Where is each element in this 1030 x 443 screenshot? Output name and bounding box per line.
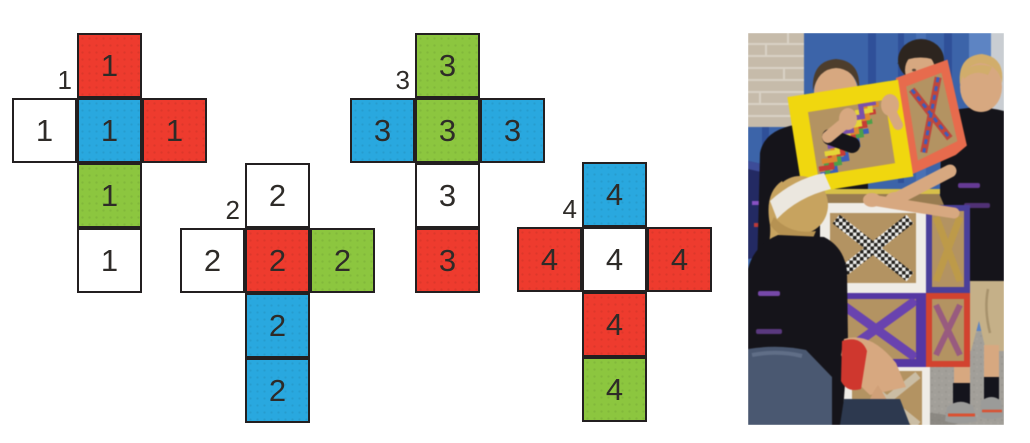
net-label: 1 [57,65,72,95]
net-2-cell-white: 2 [180,228,245,293]
photo-illustration [748,33,1004,425]
net-4-cell-red: 4 [647,227,712,292]
photo-cube-activity [748,33,1004,425]
net-4-cell-green: 4 [582,357,647,422]
hands [822,94,985,219]
net-3-cell-blue: 3 [480,98,545,163]
net-2-cell-white: 2 [245,163,310,228]
net-label: 4 [562,194,577,224]
red-object [841,339,867,390]
net-1-cell-red: 1 [142,98,207,163]
net-2-cell-blue: 2 [245,358,310,423]
chair [748,346,910,425]
net-1-cell-white: 1 [77,228,142,293]
net-1-cell-red: 1 [77,33,142,98]
net-2-cell-blue: 2 [245,293,310,358]
net-2-cell-green: 2 [310,228,375,293]
net-2-cell-red: 2 [245,228,310,293]
net-3-cell-blue: 3 [350,98,415,163]
net-3-cell-red: 3 [415,228,480,293]
net-label: 2 [225,195,240,225]
net-3-cell-green: 3 [415,33,480,98]
net-4-cell-blue: 4 [582,162,647,227]
net-1-cell-blue: 1 [77,98,142,163]
net-4-cell-red: 4 [517,227,582,292]
net-1-cell-green: 1 [77,163,142,228]
net-1-cell-white: 1 [12,98,77,163]
net-4-cell-white: 4 [582,227,647,292]
net-4-cell-red: 4 [582,292,647,357]
net-label: 3 [395,65,410,95]
net-3-cell-white: 3 [415,163,480,228]
net-3-cell-green: 3 [415,98,480,163]
